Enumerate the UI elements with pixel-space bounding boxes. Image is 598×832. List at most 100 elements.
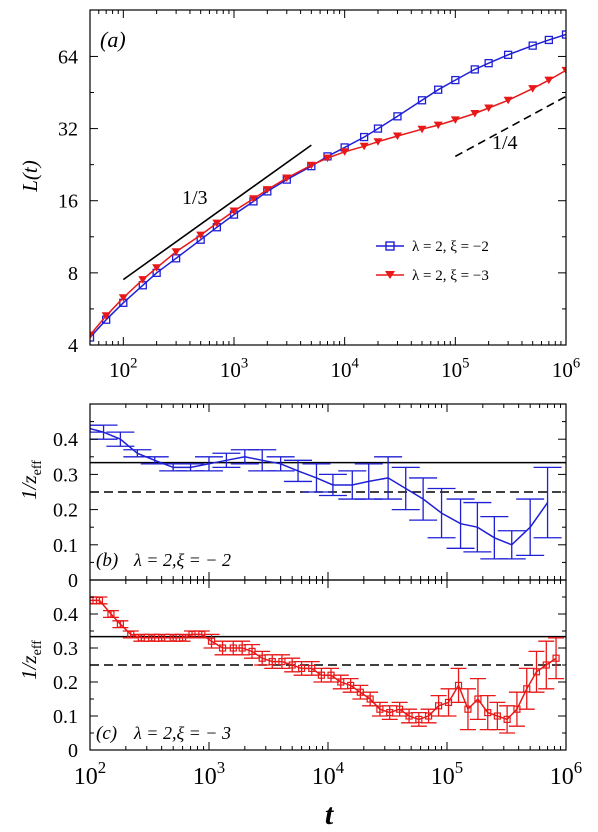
data-point-square xyxy=(503,715,511,724)
data-point-square xyxy=(523,685,531,693)
data-point-square xyxy=(434,85,443,94)
data-point-triangle xyxy=(248,195,258,203)
data-point-triangle xyxy=(528,85,538,93)
data-point-square xyxy=(503,50,513,59)
data-point-triangle xyxy=(359,142,369,151)
reference-line-third xyxy=(122,144,312,281)
panel-a-label: (a) xyxy=(100,27,126,52)
reference-line-quarter xyxy=(454,95,566,158)
x-tick-label: 102 xyxy=(109,356,137,382)
data-point-square xyxy=(95,596,104,605)
panel-c-annotation: λ = 2,ξ = − 3 xyxy=(133,723,231,743)
legend-label-xi-3: λ = 2, ξ = −3 xyxy=(412,268,489,284)
data-point-triangle xyxy=(171,248,181,256)
data-point-triangle xyxy=(373,138,383,146)
data-point-square xyxy=(451,75,460,85)
series-line xyxy=(90,427,549,546)
data-point-square xyxy=(474,695,482,703)
data-point-square xyxy=(148,634,156,642)
data-point-triangle xyxy=(212,219,222,228)
x-tick-label: 106 xyxy=(552,356,580,382)
data-point-triangle xyxy=(450,116,460,124)
x-tick-label: 105 xyxy=(441,356,469,382)
data-point-square xyxy=(417,96,427,105)
data-point-square xyxy=(552,654,560,662)
data-point-triangle xyxy=(152,264,162,272)
data-point-square xyxy=(393,112,402,121)
data-point-square xyxy=(544,35,554,45)
panel-b: 0 0.1 0.2 0.3 0.4 1/zeff (b) λ = 2,ξ = − 2 xyxy=(17,403,567,592)
legend: λ = 2, ξ = −2 λ = 2, ξ = −3 xyxy=(376,239,489,284)
data-point-triangle xyxy=(101,312,111,320)
y-tick-label: 0.1 xyxy=(53,706,78,728)
data-point-square xyxy=(218,644,227,652)
y-tick-label: 0.3 xyxy=(53,638,78,660)
data-point-square xyxy=(298,664,306,673)
panel-c-frame xyxy=(89,579,567,751)
data-point-square xyxy=(464,705,472,713)
data-point-triangle xyxy=(470,109,480,118)
data-point-triangle xyxy=(544,76,554,85)
x-tick-label: 106 xyxy=(550,758,582,790)
data-point-square xyxy=(484,708,492,717)
data-point-triangle xyxy=(196,231,206,240)
y-tick-label: 0 xyxy=(68,570,78,592)
data-point-triangle xyxy=(417,125,427,134)
data-point-square xyxy=(188,630,196,639)
panel-c-xlabel: t xyxy=(325,798,335,831)
data-point-triangle xyxy=(484,104,494,112)
x-tick-label: 104 xyxy=(330,356,359,382)
data-point-triangle xyxy=(392,132,402,140)
panel-c-label: (c) xyxy=(96,723,117,744)
data-point-square xyxy=(238,644,246,652)
data-point-square xyxy=(169,634,177,642)
data-point-triangle xyxy=(282,174,292,183)
data-point-square xyxy=(415,715,423,724)
slope-label-one-third: 1/3 xyxy=(182,187,208,209)
data-point-square xyxy=(258,654,266,662)
x-tick-label: 104 xyxy=(312,758,345,790)
data-point-square xyxy=(90,333,95,342)
data-point-square xyxy=(317,671,325,679)
data-point-triangle xyxy=(229,207,239,215)
panel-a-ylabel: L(t) xyxy=(18,160,42,193)
y-tick-label: 0.4 xyxy=(53,604,78,626)
data-point-square xyxy=(278,657,286,666)
panel-c-ylabel: 1/zeff xyxy=(17,640,45,680)
x-tick-label: 102 xyxy=(74,758,106,790)
y-tick-label: 0.2 xyxy=(53,672,78,694)
data-point-triangle xyxy=(90,331,95,340)
data-point-square xyxy=(137,634,145,642)
panel-b-ylabel: 1/zeff xyxy=(17,460,45,500)
y-tick-label: 0 xyxy=(68,740,78,762)
data-point-square xyxy=(532,668,541,676)
data-point-square xyxy=(337,678,345,686)
data-point-triangle xyxy=(262,186,272,194)
data-point-square xyxy=(376,705,384,713)
x-tick-label: 103 xyxy=(220,356,248,382)
data-point-square xyxy=(229,644,237,652)
data-point-square xyxy=(405,712,413,720)
data-point-square xyxy=(207,637,216,645)
data-point-triangle xyxy=(561,66,566,75)
data-point-triangle xyxy=(323,154,333,163)
data-point-square xyxy=(454,681,463,690)
data-point-triangle xyxy=(503,96,513,105)
data-point-square xyxy=(470,65,479,74)
legend-marker-square-icon xyxy=(385,241,395,251)
series-line-0 xyxy=(90,33,566,339)
panel-b-annotation: λ = 2,ξ = − 2 xyxy=(133,550,231,570)
data-point-square xyxy=(561,30,566,39)
slope-label-one-quarter: 1/4 xyxy=(492,132,518,154)
legend-label-xi-2: λ = 2, ξ = −2 xyxy=(412,239,489,255)
data-point-square xyxy=(386,708,394,717)
x-tick-label: 103 xyxy=(193,758,225,790)
data-point-triangle xyxy=(306,161,316,170)
x-tick-label: 105 xyxy=(431,758,463,790)
data-point-square xyxy=(116,620,124,628)
data-point-triangle xyxy=(138,276,148,284)
y-tick-label: 0.1 xyxy=(53,535,78,557)
series-line-1 xyxy=(90,69,566,336)
y-tick-label: 32 xyxy=(58,119,78,141)
